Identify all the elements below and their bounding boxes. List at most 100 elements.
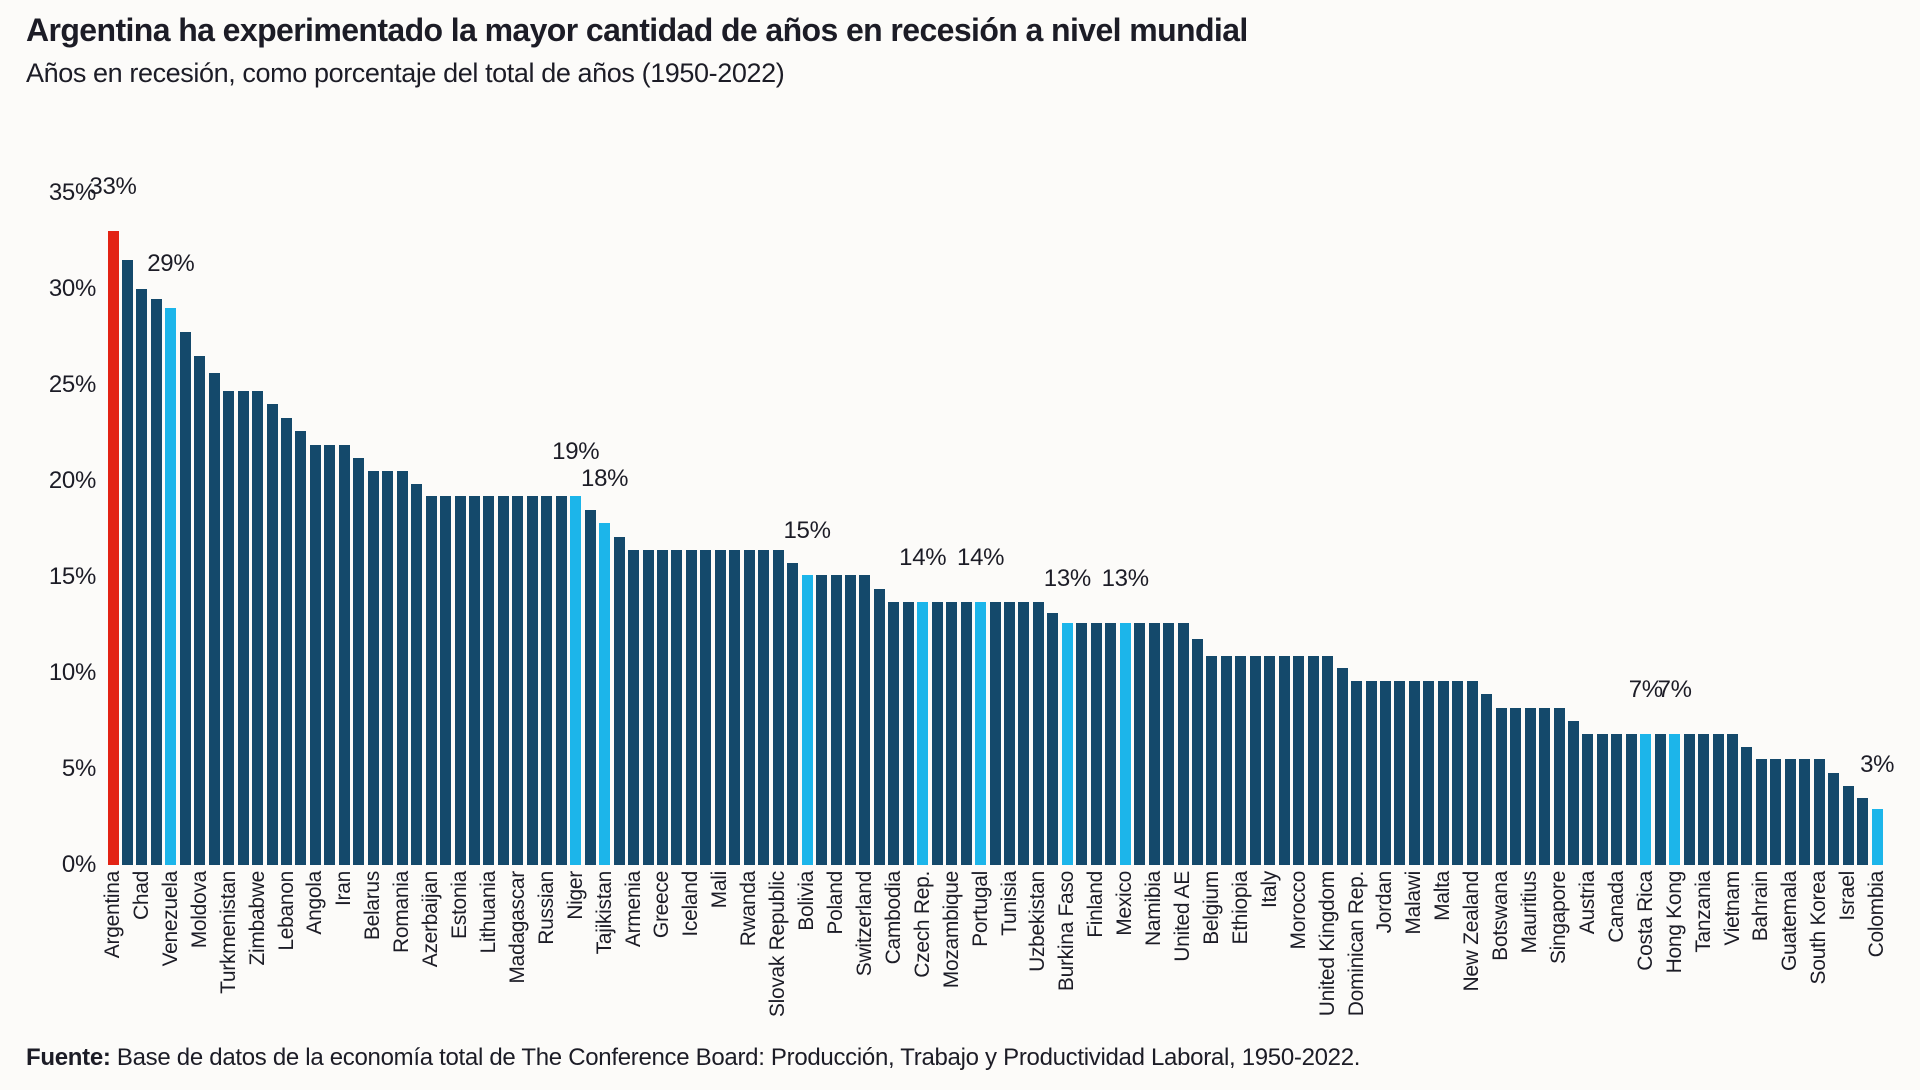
- bar-unlabeled: [902, 601, 914, 865]
- bar-unlabeled: [1539, 707, 1551, 865]
- x-label-ethiopia: Ethiopia: [1228, 871, 1252, 945]
- x-label-uzbekistan: Uzbekistan: [1026, 871, 1050, 972]
- x-label-venezuela: Venezuela: [158, 871, 182, 967]
- x-label-romania: Romania: [390, 871, 414, 953]
- x-label-singapore: Singapore: [1547, 871, 1570, 965]
- value-label-bolivia: 15%: [783, 517, 831, 545]
- x-label-angola: Angola: [303, 871, 327, 935]
- bar-unlabeled: [469, 496, 480, 865]
- x-label-new-zealand: New Zealand: [1460, 871, 1484, 992]
- bar-unlabeled: [700, 550, 712, 865]
- x-label-belgium: Belgium: [1199, 871, 1223, 945]
- bar-burkina-faso: [1061, 623, 1073, 865]
- bar-iran: [338, 444, 350, 865]
- x-label-mali: Mali: [708, 871, 732, 909]
- bar-unlabeled: [353, 457, 365, 865]
- bar-romania: [396, 471, 408, 865]
- bar-unlabeled: [382, 471, 394, 865]
- value-label-tajikistan: 18%: [581, 465, 629, 493]
- x-label-armenia: Armenia: [621, 871, 645, 948]
- bar-unlabeled: [1018, 601, 1030, 865]
- x-label-finland: Finland: [1084, 871, 1108, 938]
- bar-ethiopia: [1235, 655, 1247, 865]
- bar-unlabeled: [1683, 734, 1695, 865]
- x-label-slovak-republic: Slovak Republic: [766, 871, 790, 1018]
- bar-costa-rica: [1640, 734, 1652, 865]
- bar-slovak-republic: [772, 550, 784, 865]
- bar-hong-kong: [1669, 734, 1681, 865]
- x-label-tajikistan: Tajikistan: [592, 871, 616, 955]
- x-label-guatemala: Guatemala: [1778, 871, 1802, 972]
- x-label-madagascar: Madagascar: [505, 871, 529, 984]
- y-axis-tick-20: 20%: [48, 467, 96, 494]
- x-label-austria: Austria: [1575, 871, 1599, 935]
- bar-tunisia: [1004, 601, 1016, 865]
- bar-azerbaijan: [425, 496, 437, 865]
- bar-bolivia: [801, 575, 813, 865]
- x-label-burkina-faso: Burkina Faso: [1055, 871, 1079, 992]
- bar-namibia: [1148, 623, 1160, 865]
- value-label-venezuela: 29%: [147, 250, 195, 278]
- x-label-south-korea: South Korea: [1807, 871, 1831, 985]
- bar-unlabeled: [497, 496, 509, 865]
- bar-finland: [1090, 623, 1102, 865]
- x-label-chad: Chad: [129, 871, 153, 921]
- y-axis-tick-0: 0%: [61, 851, 96, 878]
- bar-portugal: [975, 601, 987, 865]
- bar-unlabeled: [526, 496, 538, 865]
- value-label-czech-rep: 14%: [899, 543, 947, 571]
- bar-iceland: [685, 550, 697, 865]
- bar-chad: [136, 289, 148, 865]
- bar-unlabeled: [1047, 612, 1059, 865]
- x-label-mozambique: Mozambique: [939, 871, 963, 989]
- x-label-italy: Italy: [1257, 871, 1281, 909]
- bar-unlabeled: [613, 536, 625, 865]
- bar-new-zealand: [1466, 680, 1478, 865]
- x-label-mexico: Mexico: [1113, 871, 1137, 936]
- x-label-morocco: Morocco: [1286, 871, 1310, 950]
- bar-vietnam: [1727, 734, 1739, 865]
- bar-morocco: [1293, 655, 1305, 865]
- bar-rwanda: [743, 550, 755, 865]
- source-prefix: Fuente:: [26, 1044, 111, 1071]
- x-label-switzerland: Switzerland: [852, 871, 876, 977]
- x-label-tanzania: Tanzania: [1691, 871, 1715, 953]
- x-label-poland: Poland: [824, 871, 847, 935]
- bar-angola: [309, 444, 321, 865]
- x-label-zimbabwe: Zimbabwe: [245, 871, 269, 966]
- bar-unlabeled: [1452, 680, 1464, 865]
- bar-unlabeled: [208, 373, 220, 865]
- bar-unlabeled: [1278, 655, 1290, 865]
- bar-unlabeled: [1249, 655, 1261, 865]
- bar-guatemala: [1784, 759, 1796, 865]
- source-text: Base de datos de la economía total de Th…: [110, 1044, 1361, 1071]
- bar-russian: [541, 496, 553, 865]
- bar-unlabeled: [324, 444, 336, 865]
- value-label-portugal: 14%: [957, 543, 1005, 571]
- bar-unlabeled: [787, 562, 799, 865]
- bar-bahrain: [1755, 759, 1767, 865]
- bar-unlabeled: [1741, 746, 1753, 865]
- bar-unlabeled: [1857, 797, 1869, 865]
- x-label-canada: Canada: [1604, 871, 1628, 943]
- bar-unlabeled: [584, 509, 596, 865]
- bar-israel: [1842, 786, 1854, 865]
- bar-unlabeled: [960, 601, 972, 865]
- bar-unlabeled: [931, 601, 943, 865]
- bar-unlabeled: [1596, 734, 1608, 865]
- bar-greece: [656, 550, 668, 865]
- bar-unlabeled: [758, 550, 770, 865]
- x-label-vietnam: Vietnam: [1720, 871, 1744, 946]
- x-label-costa-rica: Costa Rica: [1633, 871, 1657, 971]
- bar-unlabeled: [729, 550, 741, 865]
- bar-austria: [1582, 734, 1594, 865]
- x-label-estonia: Estonia: [448, 871, 472, 939]
- bar-unlabeled: [1307, 655, 1319, 865]
- x-label-malta: Malta: [1431, 871, 1455, 921]
- bar-unlabeled: [411, 483, 423, 865]
- bar-united-ae: [1177, 623, 1189, 865]
- bar-belgium: [1206, 655, 1218, 865]
- bar-armenia: [628, 550, 640, 865]
- bar-jordan: [1379, 680, 1391, 865]
- x-label-portugal: Portugal: [968, 871, 992, 947]
